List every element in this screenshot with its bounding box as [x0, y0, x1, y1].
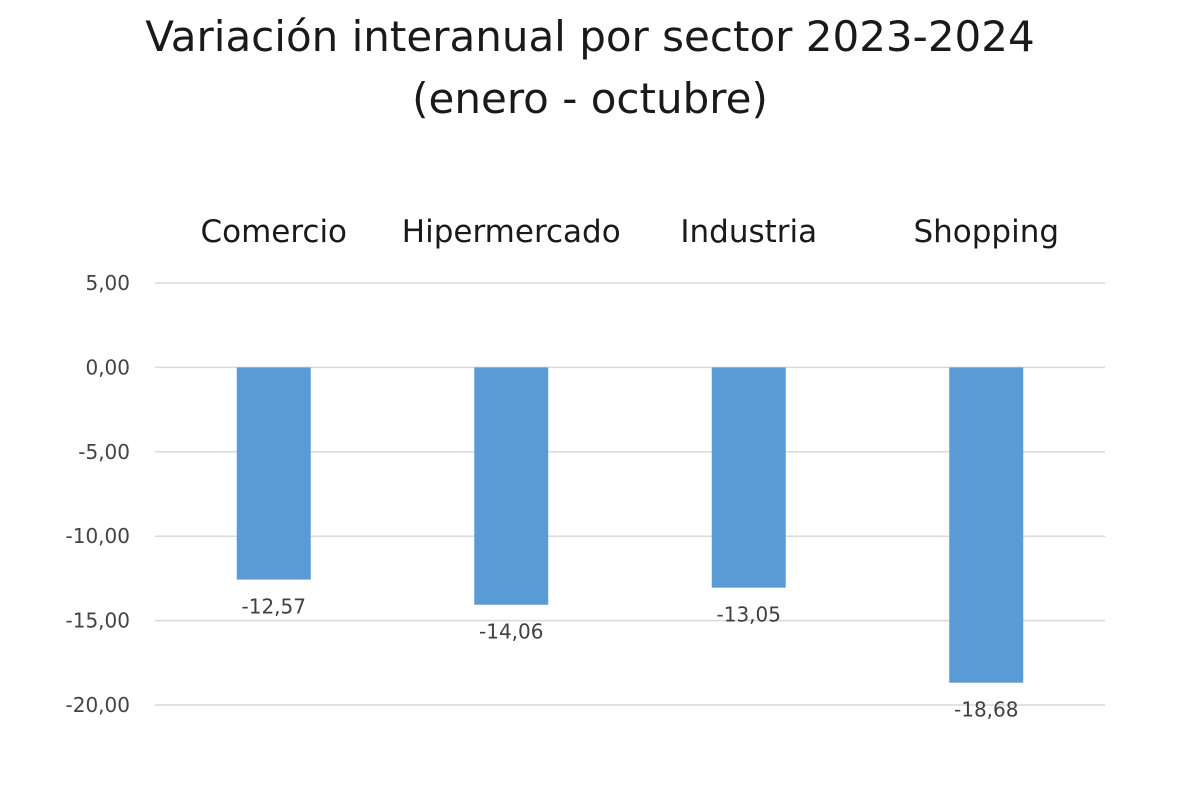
bar	[474, 367, 549, 605]
chart-title-line-2: (enero - octubre)	[412, 74, 768, 123]
y-tick-label: -10,00	[66, 524, 130, 548]
chart-title-line-1: Variación interanual por sector 2023-202…	[145, 12, 1035, 61]
y-axis-ticks: 5,00 0,00 -5,00 -10,00 -15,00 -20,00	[66, 271, 130, 717]
bar	[949, 367, 1024, 683]
category-label: Comercio	[200, 214, 347, 250]
y-tick-label: 0,00	[85, 355, 130, 379]
category-label: Hipermercado	[402, 214, 621, 250]
category-label: Shopping	[913, 214, 1059, 250]
data-label: -18,68	[954, 698, 1018, 722]
y-tick-label: -20,00	[66, 693, 130, 717]
gridlines	[155, 282, 1105, 706]
y-tick-label: -5,00	[78, 440, 130, 464]
category-label: Industria	[680, 214, 817, 250]
data-labels: -12,57 -14,06 -13,05 -18,68	[242, 595, 1019, 722]
bars	[236, 367, 1024, 683]
bar	[236, 367, 311, 580]
category-labels: Comercio Hipermercado Industria Shopping	[200, 214, 1059, 250]
bar	[711, 367, 786, 588]
y-tick-label: 5,00	[85, 271, 130, 295]
data-label: -13,05	[717, 603, 781, 627]
chart-title: Variación interanual por sector 2023-202…	[0, 6, 1180, 130]
data-label: -12,57	[242, 595, 306, 619]
y-tick-label: -15,00	[66, 609, 130, 633]
data-label: -14,06	[479, 620, 543, 644]
